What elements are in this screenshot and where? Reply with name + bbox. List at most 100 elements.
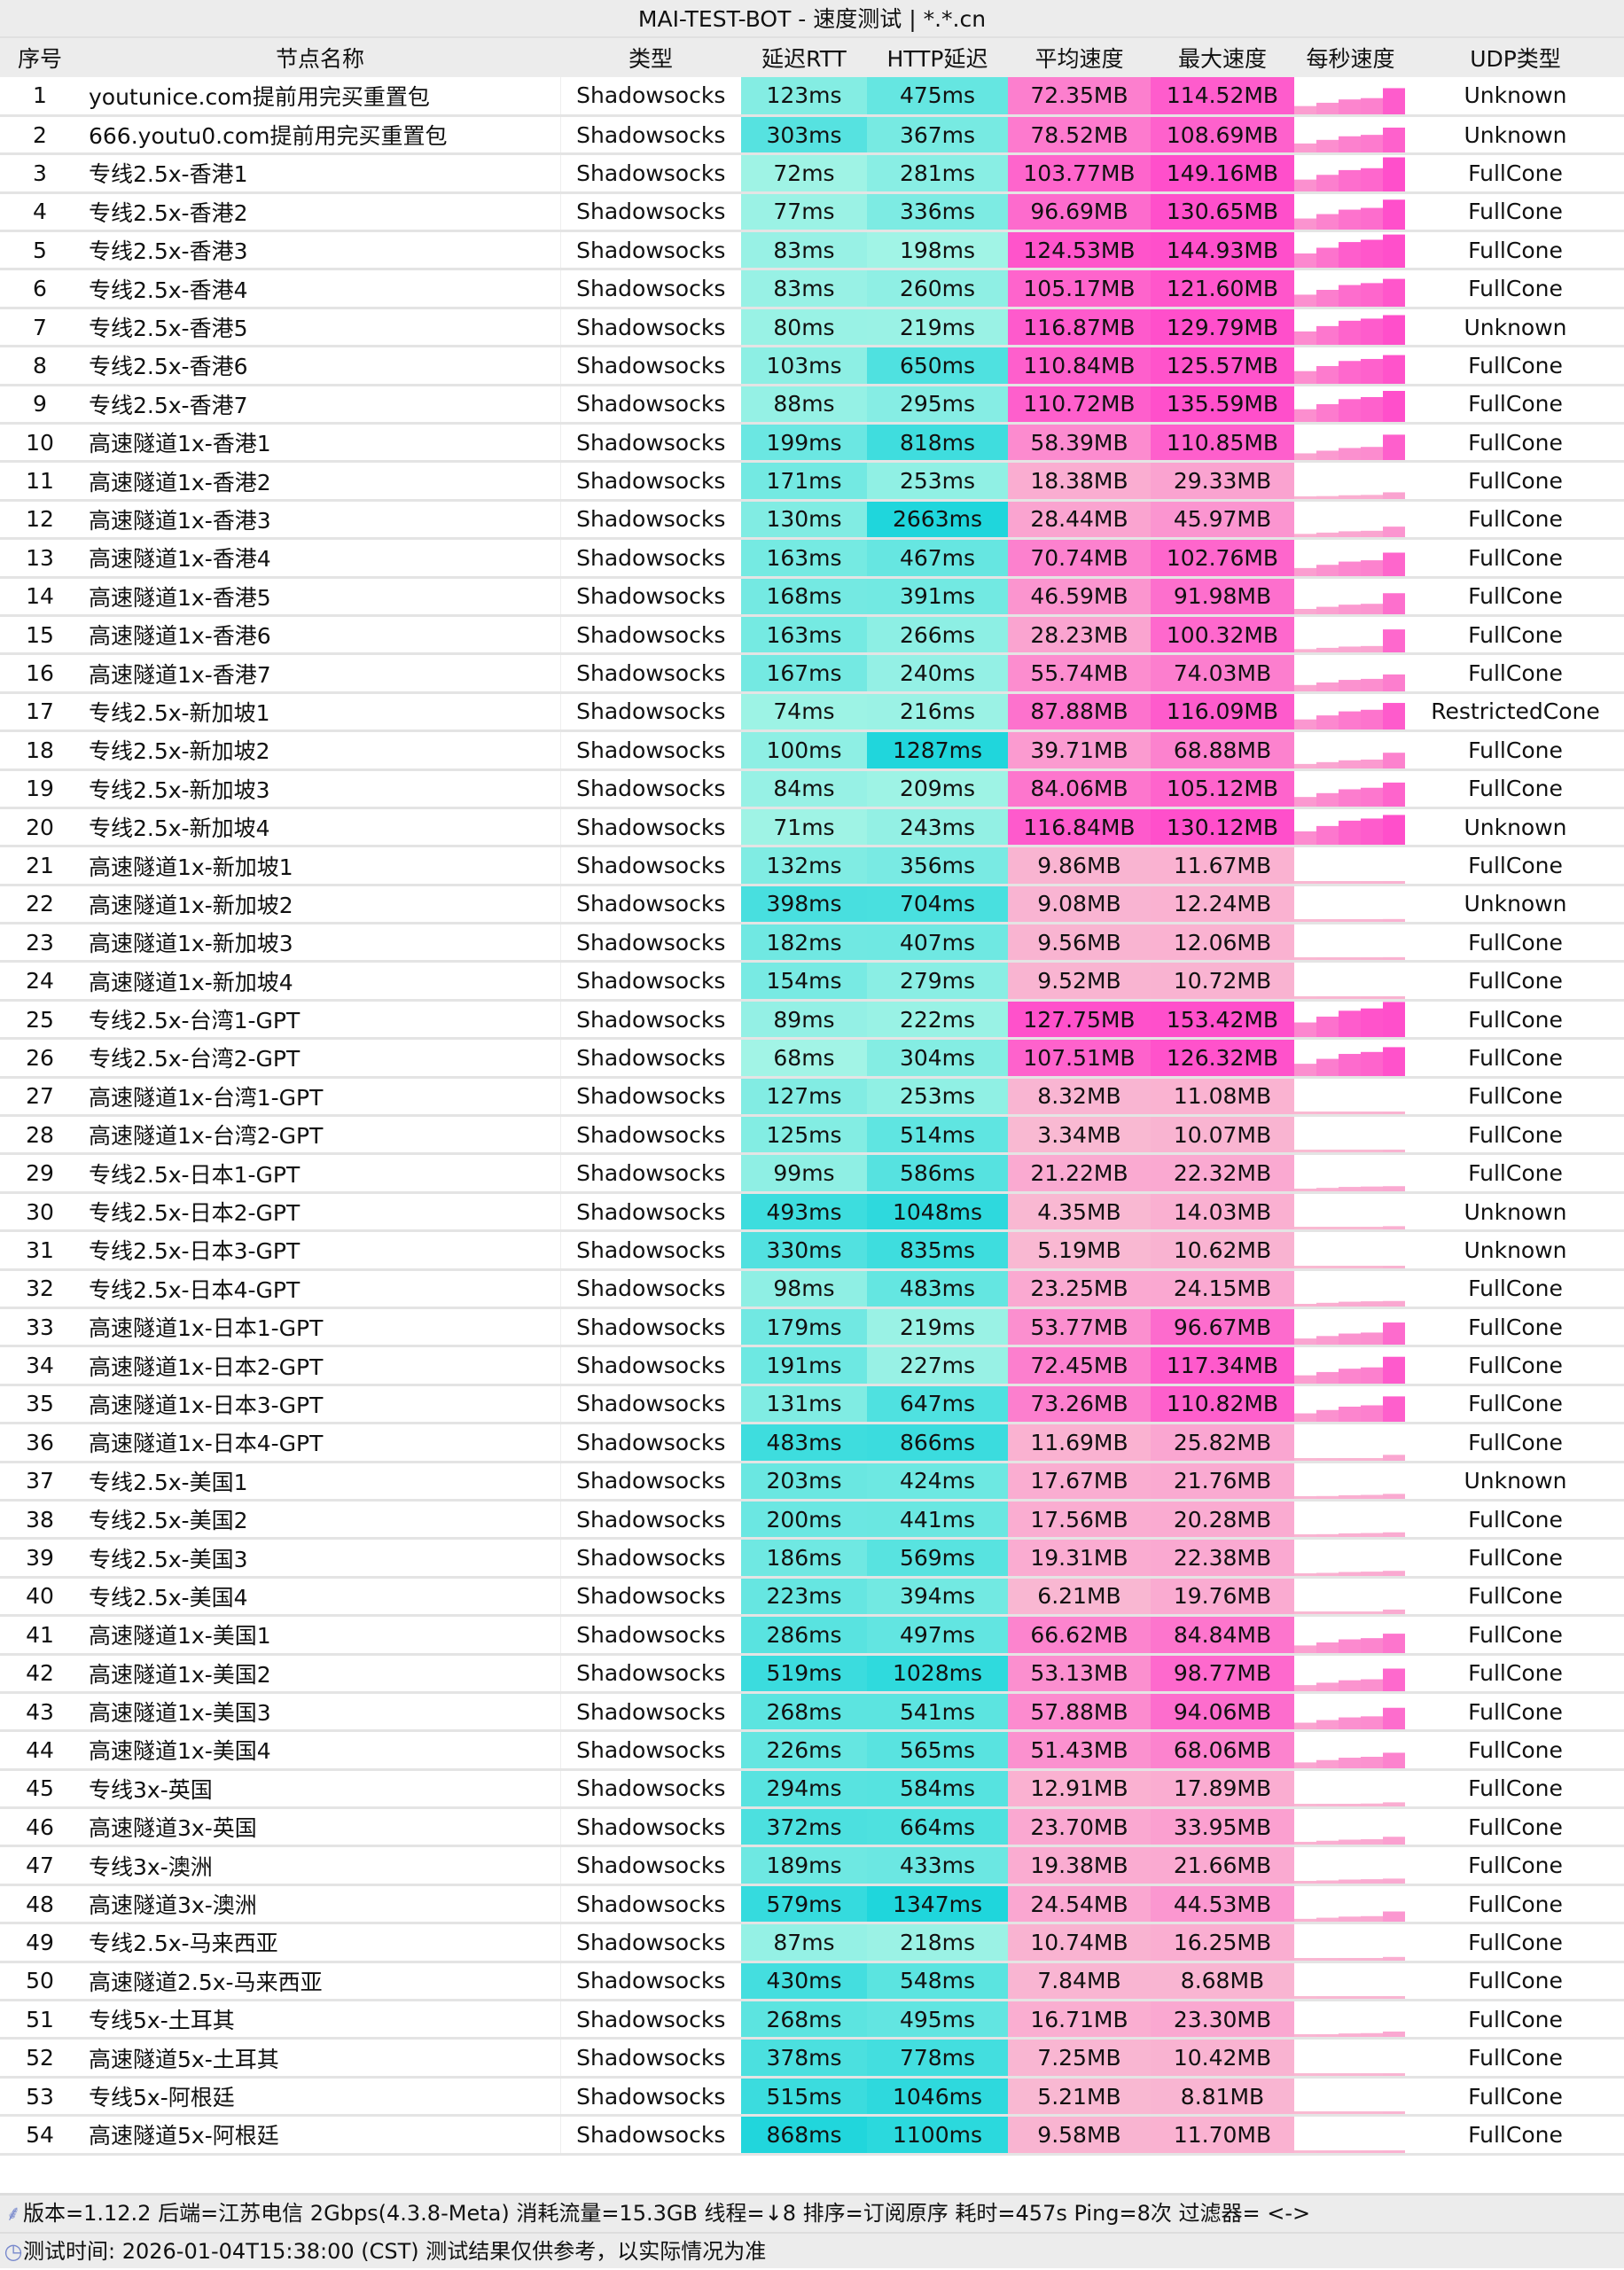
cell-max-speed: 68.06MB: [1151, 1730, 1294, 1771]
cell-type: Shadowsocks: [560, 885, 741, 925]
sparkline-bar: [1294, 218, 1316, 229]
cell-type: Shadowsocks: [560, 1038, 741, 1079]
sparkline-bar: [1383, 957, 1405, 959]
sparkline-bar: [1339, 1572, 1361, 1575]
sparkline-bar: [1361, 1957, 1383, 1960]
sparkline-bar: [1383, 629, 1405, 651]
cell-index: 41: [0, 1615, 80, 1656]
sparkline-bar: [1339, 561, 1361, 575]
footer-info: ⸙版本=1.12.2 后端=江苏电信 2Gbps(4.3.8-Meta) 消耗流…: [0, 2196, 1624, 2232]
cell-max-speed: 10.07MB: [1151, 1115, 1294, 1156]
cell-index: 39: [0, 1538, 80, 1579]
cell-udp: FullCone: [1407, 2077, 1624, 2118]
sparkline-bar: [1316, 1112, 1339, 1113]
cell-node-name: 专线2.5x-香港1: [80, 153, 561, 194]
cell-index: 4: [0, 192, 80, 233]
cell-avg-speed: 110.84MB: [1008, 346, 1151, 386]
cell-max-speed: 96.67MB: [1151, 1307, 1294, 1348]
sparkline-bar: [1361, 559, 1383, 575]
cell-index: 25: [0, 1000, 80, 1041]
table-row: 51 专线5x-土耳其 Shadowsocks 268ms 495ms 16.71MB 23…: [0, 2000, 1624, 2040]
sparkline-bar: [1316, 1495, 1339, 1498]
cell-rtt: 84ms: [741, 769, 867, 809]
cell-max-speed: 94.06MB: [1151, 1692, 1294, 1733]
cell-udp: FullCone: [1407, 1923, 1624, 1963]
cell-type: Shadowsocks: [560, 1692, 741, 1733]
sparkline-bar: [1361, 1227, 1383, 1229]
cell-index: 26: [0, 1038, 80, 1079]
cell-udp: FullCone: [1407, 1500, 1624, 1541]
sparkline-bar: [1294, 1804, 1316, 1806]
cell-max-speed: 74.03MB: [1151, 653, 1294, 694]
cell-avg-speed: 19.31MB: [1008, 1538, 1151, 1579]
cell-node-name: 高速隧道1x-美国4: [80, 1730, 561, 1771]
sparkline-bar: [1339, 1639, 1361, 1651]
cell-avg-speed: 5.19MB: [1008, 1230, 1151, 1271]
sparkline-bar: [1316, 2111, 1339, 2113]
sparkline-bar: [1383, 1570, 1405, 1575]
sparkline-bar: [1316, 1058, 1339, 1075]
sparkline-bar: [1294, 1685, 1316, 1690]
sparkline-bar: [1339, 242, 1361, 267]
cell-node-name: 专线2.5x-新加坡4: [80, 807, 561, 848]
sparkline-bar: [1294, 1722, 1316, 1728]
cell-per-second-sparkline: [1294, 807, 1407, 848]
cell-udp: FullCone: [1407, 1077, 1624, 1118]
sparkline-bar: [1339, 821, 1361, 844]
table-row: 20 专线2.5x-新加坡4 Shadowsocks 71ms 243ms 116.84M…: [0, 807, 1624, 848]
cell-node-name: 专线2.5x-美国2: [80, 1500, 561, 1541]
cell-type: Shadowsocks: [560, 1269, 741, 1310]
cell-avg-speed: 28.23MB: [1008, 615, 1151, 656]
cell-max-speed: 105.12MB: [1151, 769, 1294, 809]
cell-max-speed: 114.52MB: [1151, 77, 1294, 117]
sparkline-bar: [1316, 880, 1339, 883]
sparkline-bar: [1361, 1494, 1383, 1498]
sparkline-bar: [1339, 1265, 1361, 1268]
cell-rtt: 191ms: [741, 1346, 867, 1386]
sparkline-bar: [1316, 102, 1339, 113]
sparkline-bar: [1383, 1533, 1405, 1536]
table-row: 53 专线5x-阿根廷 Shadowsocks 515ms 1046ms 5.21MB 8.…: [0, 2077, 1624, 2118]
sparkline-bar: [1294, 2149, 1316, 2152]
sparkline-bar: [1316, 995, 1339, 998]
cell-http: 514ms: [867, 1115, 1008, 1156]
cell-node-name: 专线5x-阿根廷: [80, 2077, 561, 2118]
sparkline-bar: [1361, 1367, 1383, 1383]
cell-node-name: 高速隧道1x-香港2: [80, 461, 561, 502]
cell-index: 30: [0, 1192, 80, 1233]
cell-node-name: 专线2.5x-香港5: [80, 308, 561, 348]
table-row: 27 高速隧道1x-台湾1-GPT Shadowsocks 127ms 253ms 8.3…: [0, 1077, 1624, 1118]
cell-type: Shadowsocks: [560, 2038, 741, 2079]
cell-per-second-sparkline: [1294, 1000, 1407, 1041]
sparkline-bar: [1316, 214, 1339, 229]
sparkline-bar: [1383, 1708, 1405, 1728]
cell-node-name: 专线2.5x-台湾1-GPT: [80, 1000, 561, 1041]
sparkline-bar: [1383, 2111, 1405, 2113]
cell-type: Shadowsocks: [560, 1000, 741, 1041]
sparkline-bar: [1339, 957, 1361, 959]
sparkline-bar: [1361, 787, 1383, 806]
cell-max-speed: 14.03MB: [1151, 1192, 1294, 1233]
sparkline-bar: [1339, 2111, 1361, 2113]
sparkline-bar: [1383, 995, 1405, 998]
cell-http: 394ms: [867, 1577, 1008, 1618]
sparkline-bar: [1361, 168, 1383, 191]
cell-udp: FullCone: [1407, 1269, 1624, 1310]
cell-http: 356ms: [867, 846, 1008, 886]
cell-avg-speed: 96.69MB: [1008, 192, 1151, 233]
cell-index: 20: [0, 807, 80, 848]
sparkline-bar: [1383, 1837, 1405, 1844]
cell-node-name: 专线5x-土耳其: [80, 2000, 561, 2040]
cell-max-speed: 8.81MB: [1151, 2077, 1294, 2118]
sparkline-bar: [1294, 684, 1316, 690]
cell-type: Shadowsocks: [560, 923, 741, 963]
cell-per-second-sparkline: [1294, 1962, 1407, 2002]
cell-type: Shadowsocks: [560, 1730, 741, 1771]
cell-type: Shadowsocks: [560, 192, 741, 233]
sparkline-bar: [1361, 318, 1383, 344]
table-row: 25 专线2.5x-台湾1-GPT Shadowsocks 89ms 222ms 127.…: [0, 1000, 1624, 1041]
cell-http: 835ms: [867, 1230, 1008, 1271]
cell-rtt: 179ms: [741, 1307, 867, 1348]
cell-http: 1287ms: [867, 730, 1008, 771]
sparkline-bar: [1294, 797, 1316, 806]
